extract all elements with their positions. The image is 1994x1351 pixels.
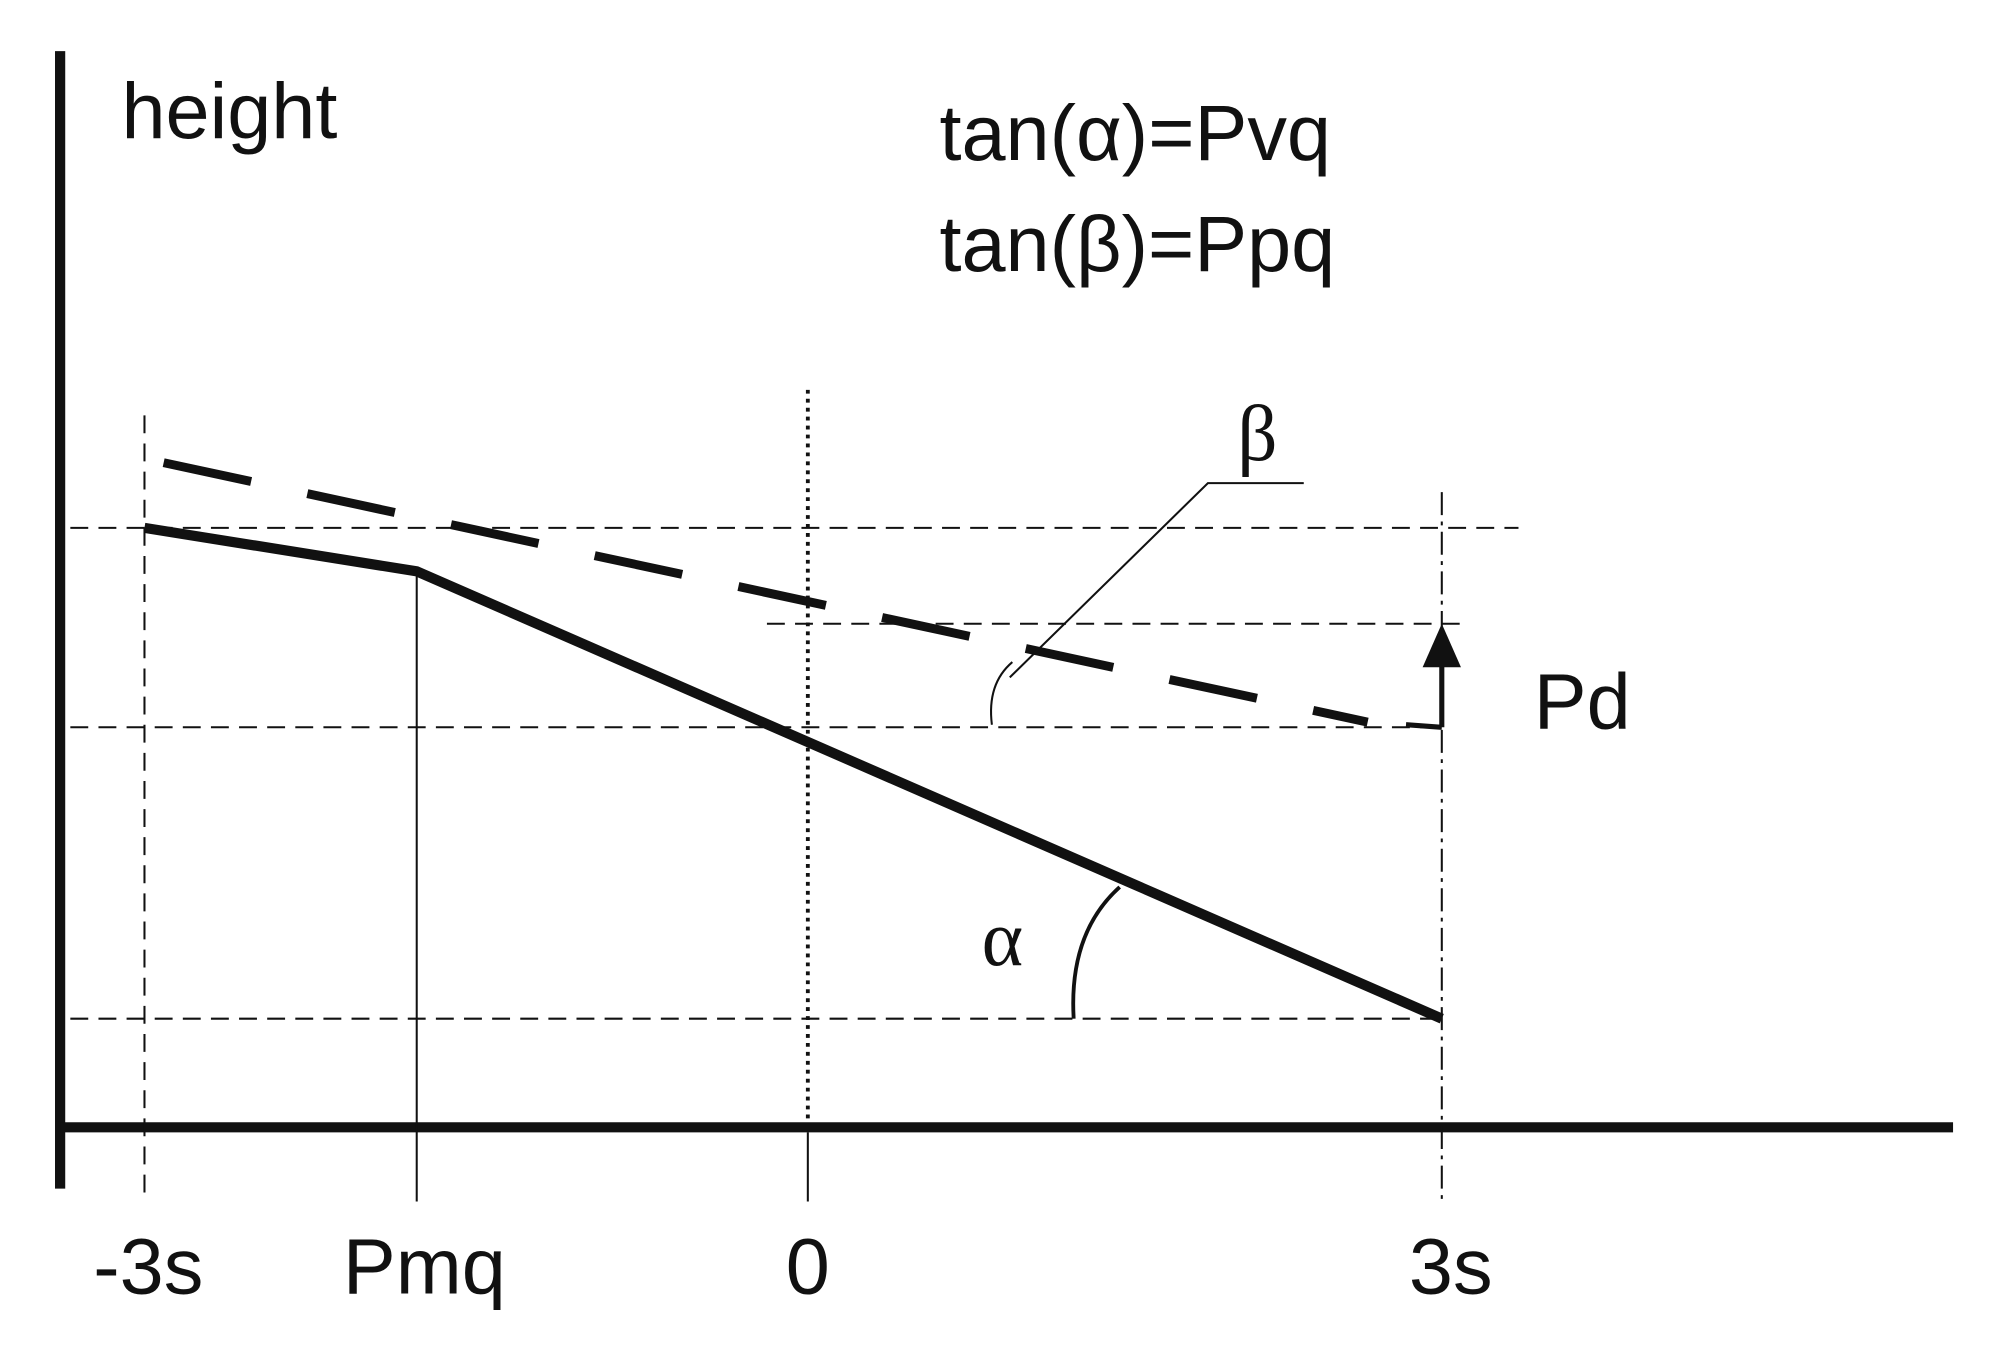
formula: tan(α)=Pvq xyxy=(939,88,1331,177)
formula: tan(β)=Ppq xyxy=(939,199,1335,288)
solid-line xyxy=(143,522,1444,1024)
leader-line xyxy=(1009,482,1304,679)
annotation: Pd xyxy=(1534,657,1631,746)
arrow-head xyxy=(1422,623,1461,668)
angle-label: β xyxy=(1237,390,1277,478)
alpha-arc xyxy=(1071,885,1121,1019)
angle-label: α xyxy=(982,895,1024,983)
x-tick-label: 3s xyxy=(1409,1221,1493,1310)
dashed-line xyxy=(162,458,1369,727)
axis-label: height xyxy=(121,66,337,155)
x-tick-label: -3s xyxy=(93,1221,203,1310)
x-tick-label: 0 xyxy=(786,1221,830,1310)
arrow-base xyxy=(1405,722,1442,730)
beta-arc xyxy=(990,661,1014,725)
x-tick-label: Pmq xyxy=(343,1221,506,1310)
